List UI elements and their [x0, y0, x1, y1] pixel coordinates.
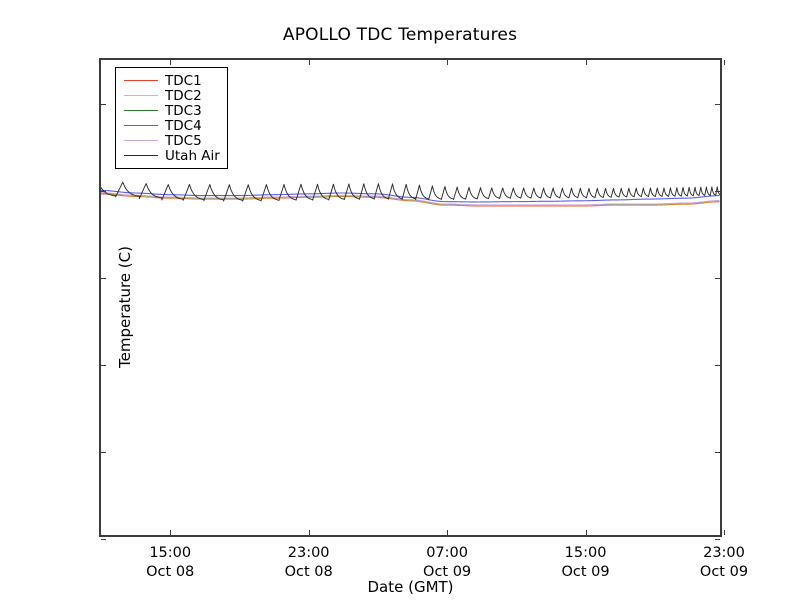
legend-label: TDC1 [165, 72, 202, 89]
legend-item-utah-air[interactable]: Utah Air [121, 147, 220, 164]
x-tick-mark [585, 530, 587, 535]
x-tick-label: 15:00 Oct 09 [526, 544, 646, 582]
x-tick-label: 15:00 Oct 08 [110, 544, 230, 582]
y-tick-mark [715, 451, 720, 453]
legend-label: Utah Air [165, 147, 220, 164]
y-tick-mark [101, 190, 106, 192]
legend-swatch-icon [124, 125, 158, 126]
legend-swatch-icon [124, 80, 158, 81]
x-tick-time: 15:00 [564, 545, 607, 561]
x-tick-mark [447, 530, 449, 535]
y-tick-mark [715, 103, 720, 105]
y-tick-mark [715, 190, 720, 192]
x-tick-label: 07:00 Oct 09 [387, 544, 507, 582]
series-line-tdc4 [101, 189, 720, 203]
x-tick-mark [724, 530, 725, 535]
y-tick-mark [101, 451, 106, 453]
plot-lines [101, 181, 720, 207]
y-tick-mark [101, 364, 106, 366]
x-tick-date: Oct 09 [423, 564, 472, 580]
y-tick-mark [715, 539, 720, 540]
x-tick-date: Oct 08 [284, 564, 333, 580]
x-tick-date: Oct 09 [561, 564, 610, 580]
x-tick-mark [308, 60, 310, 65]
x-tick-time: 23:00 [287, 545, 330, 561]
legend-swatch-icon [124, 155, 158, 156]
legend-item-tdc5[interactable]: TDC5 [121, 132, 220, 149]
x-axis-label: Date (GMT) [367, 578, 454, 596]
series-line-utah-air [101, 181, 720, 202]
x-tick-mark [170, 60, 172, 65]
chart-title: APOLLO TDC Temperatures [282, 25, 518, 45]
legend-label: TDC4 [165, 117, 202, 134]
y-tick-mark [101, 539, 106, 540]
x-tick-label: 23:00 Oct 09 [664, 544, 784, 582]
legend-label: TDC5 [165, 132, 202, 149]
legend-item-tdc2[interactable]: TDC2 [121, 87, 220, 104]
x-tick-time: 15:00 [149, 545, 192, 561]
legend-swatch-icon [124, 95, 158, 96]
legend-item-tdc1[interactable]: TDC1 [121, 72, 220, 89]
x-tick-time: 07:00 [426, 545, 468, 561]
x-tick-mark [308, 530, 310, 535]
legend-label: TDC2 [165, 87, 202, 104]
x-tick-date: Oct 08 [146, 564, 195, 580]
series-line-tdc5 [101, 192, 720, 206]
legend-label: TDC3 [165, 102, 202, 119]
x-tick-mark [170, 530, 172, 535]
legend-item-tdc3[interactable]: TDC3 [121, 102, 220, 119]
legend-item-tdc4[interactable]: TDC4 [121, 117, 220, 134]
legend-swatch-icon [124, 140, 158, 141]
x-tick-label: 23:00 Oct 08 [249, 544, 369, 582]
x-tick-mark [724, 60, 725, 65]
chart-legend: TDC1 TDC2 TDC3 TDC4 TDC5 Utah Air [115, 67, 228, 169]
x-tick-mark [585, 60, 587, 65]
y-tick-mark [101, 103, 106, 105]
legend-swatch-icon [124, 110, 158, 111]
y-tick-mark [715, 364, 720, 366]
x-tick-date: Oct 09 [699, 564, 749, 580]
y-tick-mark [715, 277, 720, 279]
x-tick-time: 23:00 [703, 545, 745, 561]
x-tick-mark [447, 60, 449, 65]
y-tick-mark [101, 277, 106, 279]
